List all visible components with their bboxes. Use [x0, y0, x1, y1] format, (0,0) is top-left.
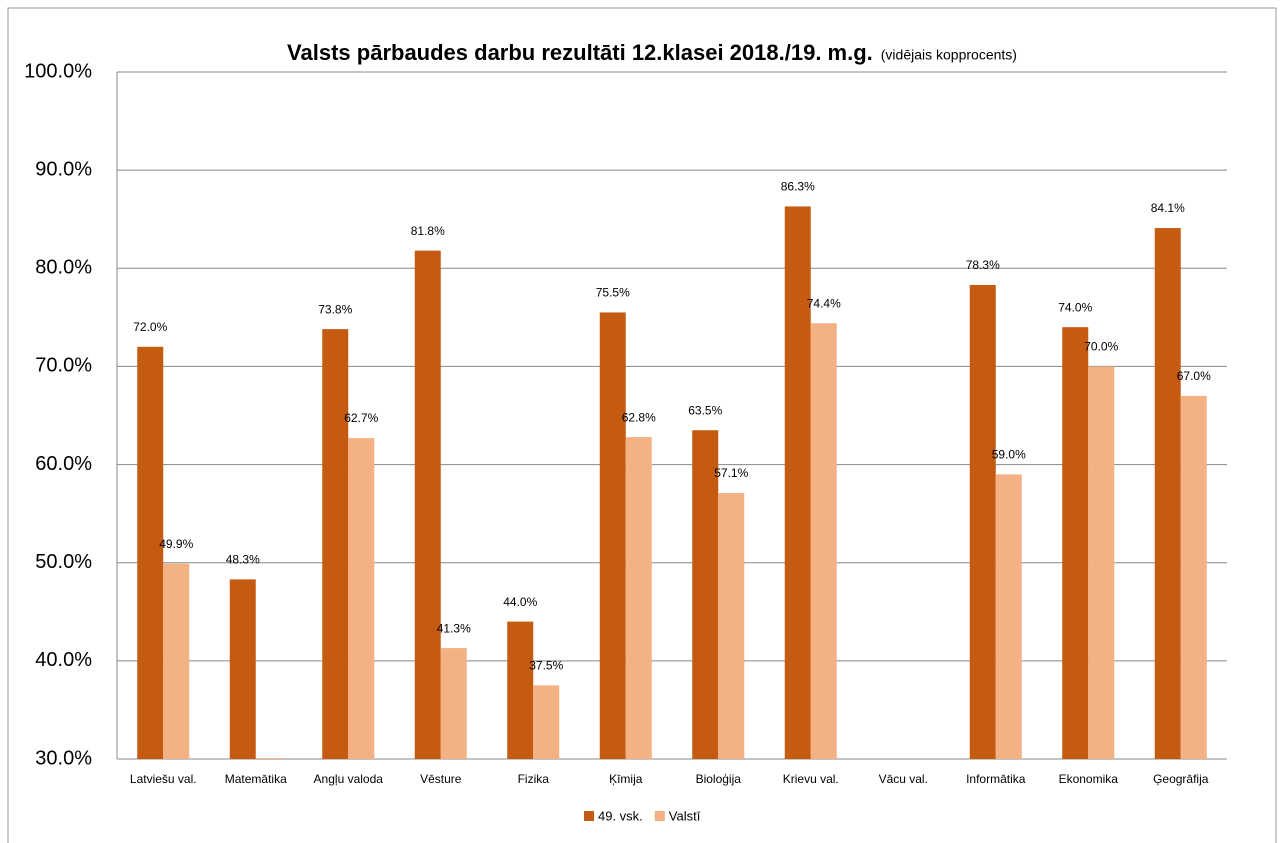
data-label: 74.0%: [1058, 300, 1092, 314]
data-label: 49.9%: [159, 537, 193, 551]
bar: [322, 329, 349, 759]
x-tick-label: Ģeogrāfija: [1153, 772, 1209, 786]
data-label: 74.4%: [807, 296, 841, 310]
bar: [625, 437, 652, 759]
data-label: 78.3%: [966, 258, 1000, 272]
data-label: 59.0%: [992, 448, 1026, 462]
bar: [533, 685, 560, 759]
y-tick-label: 90.0%: [35, 158, 92, 180]
bar: [1062, 327, 1089, 759]
data-label: 84.1%: [1151, 201, 1185, 215]
chart-subtitle: (vidējais kopprocents): [881, 47, 1017, 63]
data-label: 86.3%: [781, 180, 815, 194]
data-label: 70.0%: [1084, 340, 1118, 354]
chart-title: Valsts pārbaudes darbu rezultāti 12.klas…: [287, 40, 873, 65]
y-tick-label: 100.0%: [24, 60, 92, 82]
y-tick-label: 70.0%: [35, 355, 92, 377]
bar: [969, 284, 996, 759]
bar: [163, 563, 190, 759]
data-label: 75.5%: [596, 286, 630, 300]
data-label: 44.0%: [503, 595, 537, 609]
y-tick-label: 80.0%: [35, 257, 92, 279]
bar: [1180, 395, 1207, 759]
y-tick-label: 50.0%: [35, 551, 92, 573]
y-tick-label: 30.0%: [35, 747, 92, 769]
legend-swatch: [654, 811, 665, 821]
data-label: 72.0%: [133, 320, 167, 334]
data-label: 62.8%: [622, 410, 656, 424]
bar: [692, 430, 719, 759]
bar: [599, 312, 626, 759]
bar: [229, 579, 256, 759]
chart-border: [7, 7, 1277, 843]
bar: [718, 493, 745, 759]
bar: [414, 250, 441, 759]
x-tick-label: Krievu val.: [783, 772, 839, 786]
x-tick-label: Angļu valoda: [314, 772, 384, 786]
data-label: 62.7%: [344, 411, 378, 425]
legend-label: 49. vsk.: [598, 808, 643, 823]
data-label: 63.5%: [688, 403, 722, 417]
bar: [348, 438, 375, 759]
bar: [255, 758, 282, 760]
data-label: 57.1%: [714, 466, 748, 480]
bar: [507, 621, 534, 759]
data-label: 41.3%: [437, 621, 471, 635]
legend-label: Valstī: [669, 808, 701, 823]
y-tick-label: 60.0%: [35, 453, 92, 475]
bar: [995, 474, 1022, 759]
data-label: 48.3%: [226, 553, 260, 567]
data-label: 37.5%: [529, 659, 563, 673]
bar: [440, 648, 467, 759]
x-tick-label: Bioloģija: [696, 772, 742, 786]
x-tick-label: Ķīmija: [609, 772, 643, 786]
bar: [137, 346, 164, 759]
x-tick-label: Matemātika: [225, 772, 287, 786]
x-tick-label: Ekonomika: [1059, 772, 1119, 786]
x-tick-label: Fizika: [518, 772, 550, 786]
legend-swatch: [584, 811, 594, 821]
x-tick-label: Vēsture: [420, 772, 462, 786]
x-tick-label: Informātika: [966, 772, 1026, 786]
x-tick-label: Latviešu val.: [130, 772, 197, 786]
bar: [784, 206, 811, 760]
data-label: 67.0%: [1177, 369, 1211, 383]
bar: [1088, 366, 1115, 759]
x-tick-label: Vācu val.: [879, 772, 928, 786]
bar: [1154, 228, 1181, 760]
data-label: 81.8%: [411, 224, 445, 238]
bar: [810, 323, 837, 759]
y-tick-label: 40.0%: [35, 649, 92, 671]
data-label: 73.8%: [318, 302, 352, 316]
